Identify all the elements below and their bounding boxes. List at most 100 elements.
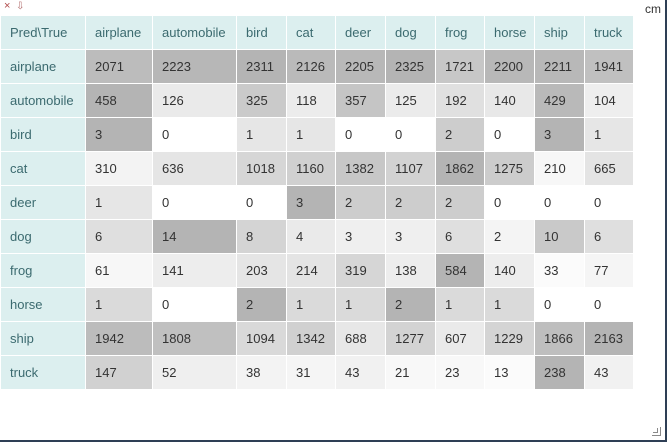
matrix-cell: 0 bbox=[584, 287, 634, 322]
matrix-cell: 2 bbox=[335, 185, 386, 220]
matrix-cell: 2 bbox=[236, 287, 287, 322]
row-header: truck bbox=[0, 355, 86, 390]
matrix-cell: 1 bbox=[584, 117, 634, 152]
table-row: automobile 458 126 325 118 357 125 192 140 429 104 bbox=[0, 83, 634, 118]
row-header: dog bbox=[0, 219, 86, 254]
matrix-cell: 214 bbox=[286, 253, 336, 288]
matrix-cell: 319 bbox=[335, 253, 386, 288]
matrix-cell: 2311 bbox=[236, 49, 287, 84]
matrix-cell: 52 bbox=[152, 355, 237, 390]
matrix-cell: 0 bbox=[152, 185, 237, 220]
matrix-cell: 43 bbox=[584, 355, 634, 390]
matrix-cell: 636 bbox=[152, 151, 237, 186]
matrix-cell: 0 bbox=[484, 117, 535, 152]
matrix-cell: 607 bbox=[435, 321, 485, 356]
matrix-cell: 10 bbox=[534, 219, 585, 254]
matrix-cell: 0 bbox=[335, 117, 386, 152]
matrix-cell: 1 bbox=[335, 287, 386, 322]
matrix-cell: 1 bbox=[85, 185, 153, 220]
matrix-cell: 1107 bbox=[385, 151, 436, 186]
matrix-cell: 0 bbox=[152, 287, 237, 322]
corner-label: Pred\True bbox=[0, 15, 86, 50]
column-header: automobile bbox=[152, 15, 237, 50]
matrix-cell: 2 bbox=[484, 219, 535, 254]
matrix-cell: 141 bbox=[152, 253, 237, 288]
column-header: dog bbox=[385, 15, 436, 50]
resize-handle-icon[interactable] bbox=[652, 427, 661, 436]
matrix-cell: 8 bbox=[236, 219, 287, 254]
matrix-cell: 1229 bbox=[484, 321, 535, 356]
matrix-cell: 23 bbox=[435, 355, 485, 390]
table-row: frog 61 141 203 214 319 138 584 140 33 77 bbox=[0, 253, 634, 288]
matrix-cell: 2223 bbox=[152, 49, 237, 84]
matrix-cell: 38 bbox=[236, 355, 287, 390]
matrix-cell: 140 bbox=[484, 83, 535, 118]
matrix-cell: 3 bbox=[286, 185, 336, 220]
matrix-cell: 1862 bbox=[435, 151, 485, 186]
matrix-cell: 0 bbox=[484, 185, 535, 220]
matrix-cell: 31 bbox=[286, 355, 336, 390]
matrix-cell: 1866 bbox=[534, 321, 585, 356]
matrix-cell: 4 bbox=[286, 219, 336, 254]
matrix-cell: 0 bbox=[236, 185, 287, 220]
matrix-cell: 43 bbox=[335, 355, 386, 390]
matrix-cell: 584 bbox=[435, 253, 485, 288]
matrix-cell: 1942 bbox=[85, 321, 153, 356]
column-header: frog bbox=[435, 15, 485, 50]
matrix-cell: 0 bbox=[385, 117, 436, 152]
column-header: ship bbox=[534, 15, 585, 50]
header-row: Pred\True airplane automobile bird cat d… bbox=[0, 15, 634, 50]
close-icon[interactable]: × bbox=[4, 0, 11, 12]
matrix-cell: 6 bbox=[584, 219, 634, 254]
row-header: deer bbox=[0, 185, 86, 220]
matrix-cell: 192 bbox=[435, 83, 485, 118]
matrix-cell: 140 bbox=[484, 253, 535, 288]
matrix-cell: 2211 bbox=[534, 49, 585, 84]
matrix-cell: 118 bbox=[286, 83, 336, 118]
matrix-cell: 310 bbox=[85, 151, 153, 186]
matrix-cell: 1382 bbox=[335, 151, 386, 186]
matrix-body: airplane 2071 2223 2311 2126 2205 2325 1721 2200… bbox=[0, 49, 634, 390]
matrix-cell: 0 bbox=[152, 117, 237, 152]
matrix-cell: 0 bbox=[534, 185, 585, 220]
row-header: airplane bbox=[0, 49, 86, 84]
matrix-cell: 6 bbox=[85, 219, 153, 254]
matrix-cell: 2 bbox=[435, 185, 485, 220]
matrix-cell: 0 bbox=[534, 287, 585, 322]
matrix-cell: 21 bbox=[385, 355, 436, 390]
confusion-matrix-table: Pred\True airplane automobile bird cat d… bbox=[0, 15, 634, 390]
matrix-cell: 1 bbox=[286, 117, 336, 152]
matrix-cell: 688 bbox=[335, 321, 386, 356]
matrix-cell: 104 bbox=[584, 83, 634, 118]
row-header: horse bbox=[0, 287, 86, 322]
row-header: cat bbox=[0, 151, 86, 186]
column-header: airplane bbox=[85, 15, 153, 50]
matrix-cell: 13 bbox=[484, 355, 535, 390]
popout-icon[interactable]: ⇩ bbox=[16, 1, 25, 12]
matrix-cell: 1094 bbox=[236, 321, 287, 356]
matrix-cell: 3 bbox=[385, 219, 436, 254]
matrix-cell: 458 bbox=[85, 83, 153, 118]
matrix-cell: 2071 bbox=[85, 49, 153, 84]
matrix-cell: 1275 bbox=[484, 151, 535, 186]
matrix-cell: 61 bbox=[85, 253, 153, 288]
table-row: ship 1942 1808 1094 1342 688 1277 607 1229 1866 21… bbox=[0, 321, 634, 356]
column-header: cat bbox=[286, 15, 336, 50]
table-row: truck 147 52 38 31 43 21 23 13 238 43 bbox=[0, 355, 634, 390]
matrix-cell: 1 bbox=[484, 287, 535, 322]
matrix-cell: 125 bbox=[385, 83, 436, 118]
matrix-cell: 210 bbox=[534, 151, 585, 186]
matrix-cell: 665 bbox=[584, 151, 634, 186]
matrix-cell: 1721 bbox=[435, 49, 485, 84]
matrix-cell: 2 bbox=[385, 287, 436, 322]
matrix-cell: 2126 bbox=[286, 49, 336, 84]
row-header: automobile bbox=[0, 83, 86, 118]
matrix-cell: 325 bbox=[236, 83, 287, 118]
matrix-cell: 126 bbox=[152, 83, 237, 118]
matrix-cell: 1 bbox=[236, 117, 287, 152]
matrix-cell: 238 bbox=[534, 355, 585, 390]
matrix-cell: 1277 bbox=[385, 321, 436, 356]
matrix-cell: 203 bbox=[236, 253, 287, 288]
table-row: deer 1 0 0 3 2 2 2 0 0 0 bbox=[0, 185, 634, 220]
